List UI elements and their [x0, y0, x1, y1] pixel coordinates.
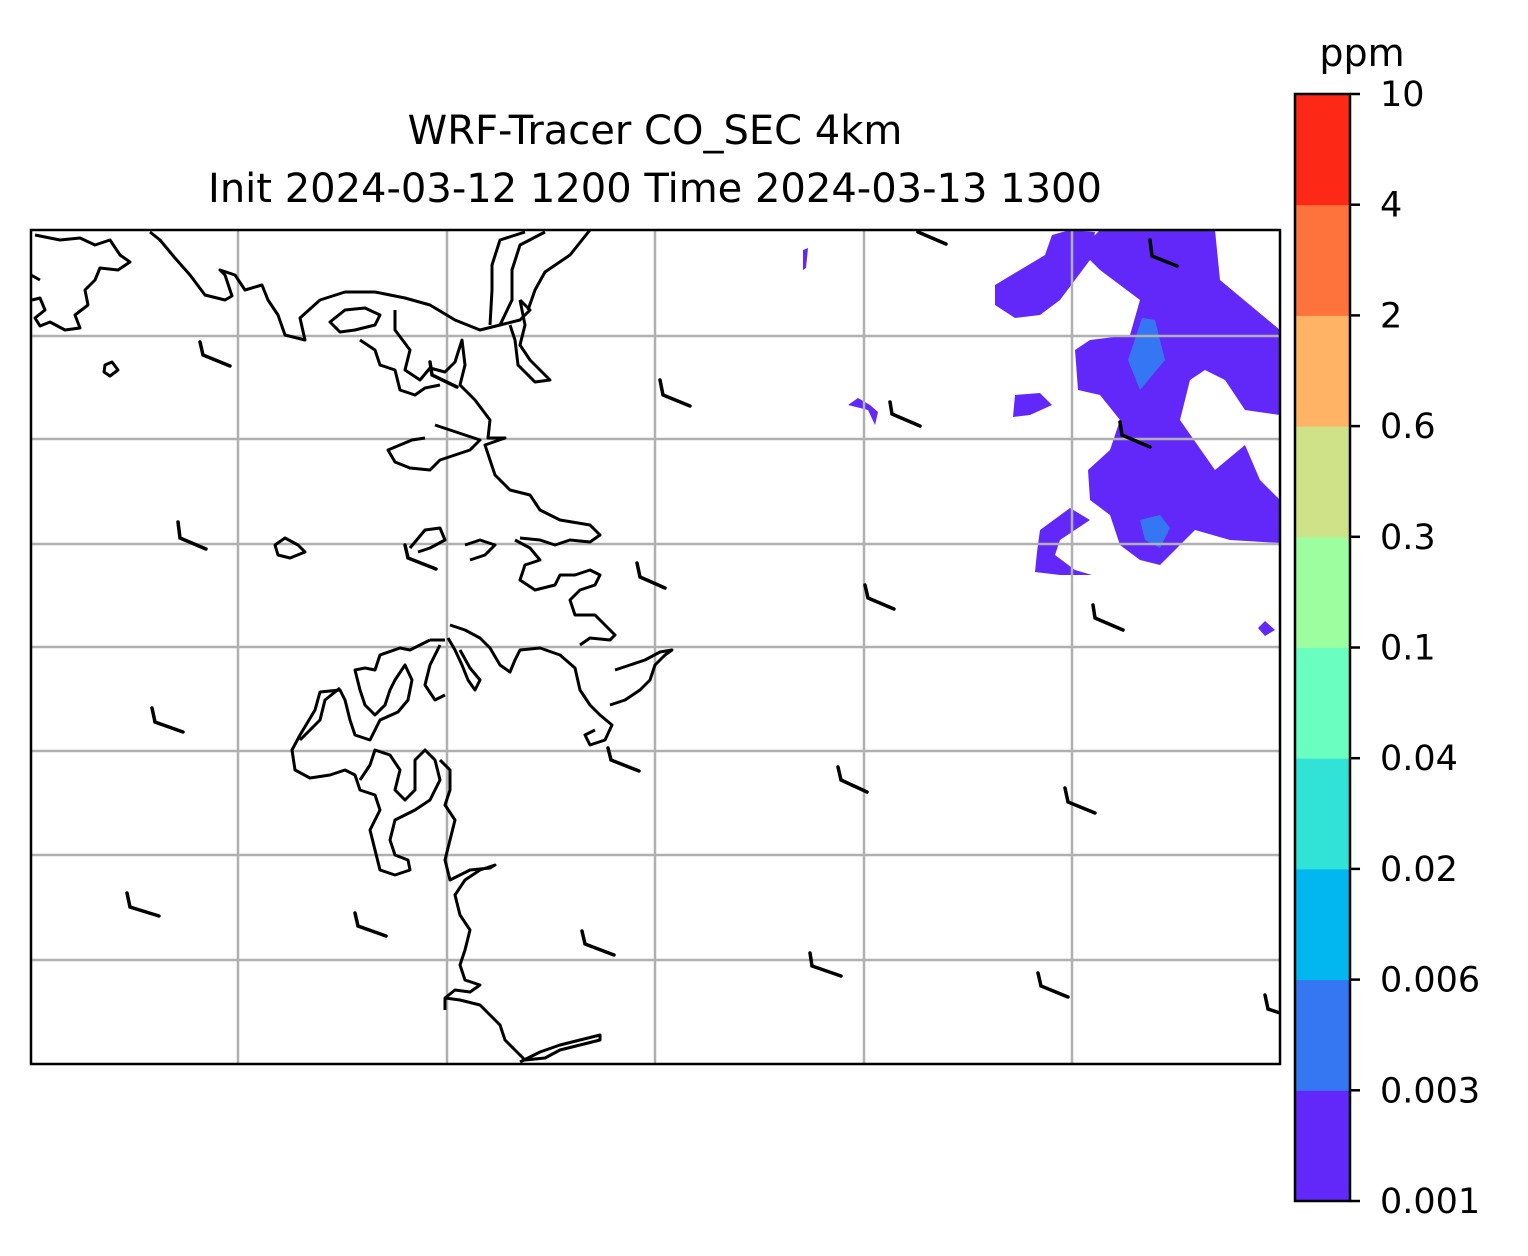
wind-barb [808, 951, 843, 978]
colorbar-tick-label: 4 [1380, 186, 1402, 226]
wind-barb [1263, 993, 1280, 1015]
wind-barb [863, 583, 896, 611]
island-north-1 [328, 306, 382, 334]
colorbar-segment [1295, 979, 1350, 1091]
tracer-fill-low [803, 230, 1280, 636]
island-small-west [102, 360, 120, 378]
tracer-patch-south [1035, 508, 1092, 575]
map-frame [29, 228, 1282, 1066]
gridlines [31, 230, 1280, 1064]
colorbar-segment [1295, 426, 1350, 538]
island-mid-west [273, 536, 307, 560]
colorbar-segment [1295, 536, 1350, 648]
tracer-plume-north [995, 230, 1095, 318]
colorbar-tick-label: 10 [1380, 75, 1425, 115]
map-title-line1: WRF-Tracer CO_SEC 4km [407, 108, 903, 154]
wind-barb [198, 340, 232, 368]
wind-barb [1063, 786, 1097, 815]
tracer-speck-1 [848, 398, 878, 425]
coastline-west-peninsula [298, 638, 446, 742]
wind-barb [580, 929, 616, 957]
tracer-patch-mid [1013, 393, 1052, 417]
wind-barb [658, 378, 692, 408]
tracer-speck-2 [803, 248, 808, 270]
colorbar-segment [1295, 315, 1350, 427]
wind-barb [1036, 971, 1070, 999]
coastline-bay-north [393, 310, 602, 547]
colorbar-segment [1295, 868, 1350, 981]
colorbar-tick-label: 0.001 [1380, 1182, 1480, 1222]
wind-barbs [125, 230, 1280, 1015]
colorbar-segment [1295, 758, 1350, 870]
wind-barb [1118, 420, 1152, 449]
coastline-northwest [31, 233, 132, 332]
coastline-river-mouth [609, 648, 674, 707]
wind-barb [353, 911, 388, 938]
tracer-peak-south [1140, 515, 1170, 548]
colorbar-segment [1295, 647, 1350, 759]
coastline-bay-inner [359, 338, 441, 397]
colorbar-tick-label: 0.003 [1380, 1071, 1480, 1111]
wind-barb [606, 746, 641, 773]
colorbar-tick-label: 0.006 [1380, 961, 1480, 1001]
wind-barb [428, 360, 459, 389]
coastline-central-3 [449, 623, 614, 747]
colorbar-tick-label: 0.3 [1380, 518, 1436, 558]
coastline-peninsula [290, 637, 482, 877]
coastline-south-shore [444, 996, 602, 1064]
colorbar-tick-label: 0.04 [1380, 739, 1458, 779]
coastline-north-shore [149, 230, 532, 342]
river-channel-north [488, 230, 552, 384]
wind-barb [403, 543, 438, 571]
wind-barb [836, 765, 869, 794]
coastline-central-2 [514, 538, 617, 647]
colorbar-segment [1295, 1090, 1350, 1202]
coastline-bay-mid [386, 423, 482, 472]
wind-barb [888, 400, 922, 428]
colorbar-tick-label: 0.02 [1380, 850, 1458, 890]
wind-barb [1091, 603, 1125, 632]
tracer-speck-3 [1258, 621, 1275, 636]
colorbar: 0.001 0.003 0.006 0.02 0.04 0.1 0.3 0.6 2 4 10 [1293, 75, 1480, 1222]
tracer-plume-east [1075, 230, 1280, 565]
coastline-central-1 [408, 526, 497, 562]
wind-barb [916, 230, 948, 246]
colorbar-segment [1295, 204, 1350, 316]
colorbar-tick-label: 0.6 [1380, 407, 1436, 447]
colorbar-segment [1295, 94, 1350, 206]
wind-barb [635, 561, 667, 590]
map-title-line2: Init 2024-03-12 1200 Time 2024-03-13 130… [208, 166, 1102, 212]
coastlines [31, 230, 674, 1064]
coastline-river-east [526, 230, 592, 311]
wind-barb [150, 706, 185, 734]
coastline-south-inner [438, 758, 497, 1010]
wind-barb [176, 520, 208, 551]
wind-barb [125, 891, 161, 918]
wind-barb [1148, 238, 1179, 268]
colorbar-unit-label: ppm [1319, 31, 1404, 75]
map-area [31, 230, 1280, 1064]
colorbar-tick-label: 0.1 [1380, 629, 1436, 669]
colorbar-tick-label: 2 [1380, 296, 1402, 336]
